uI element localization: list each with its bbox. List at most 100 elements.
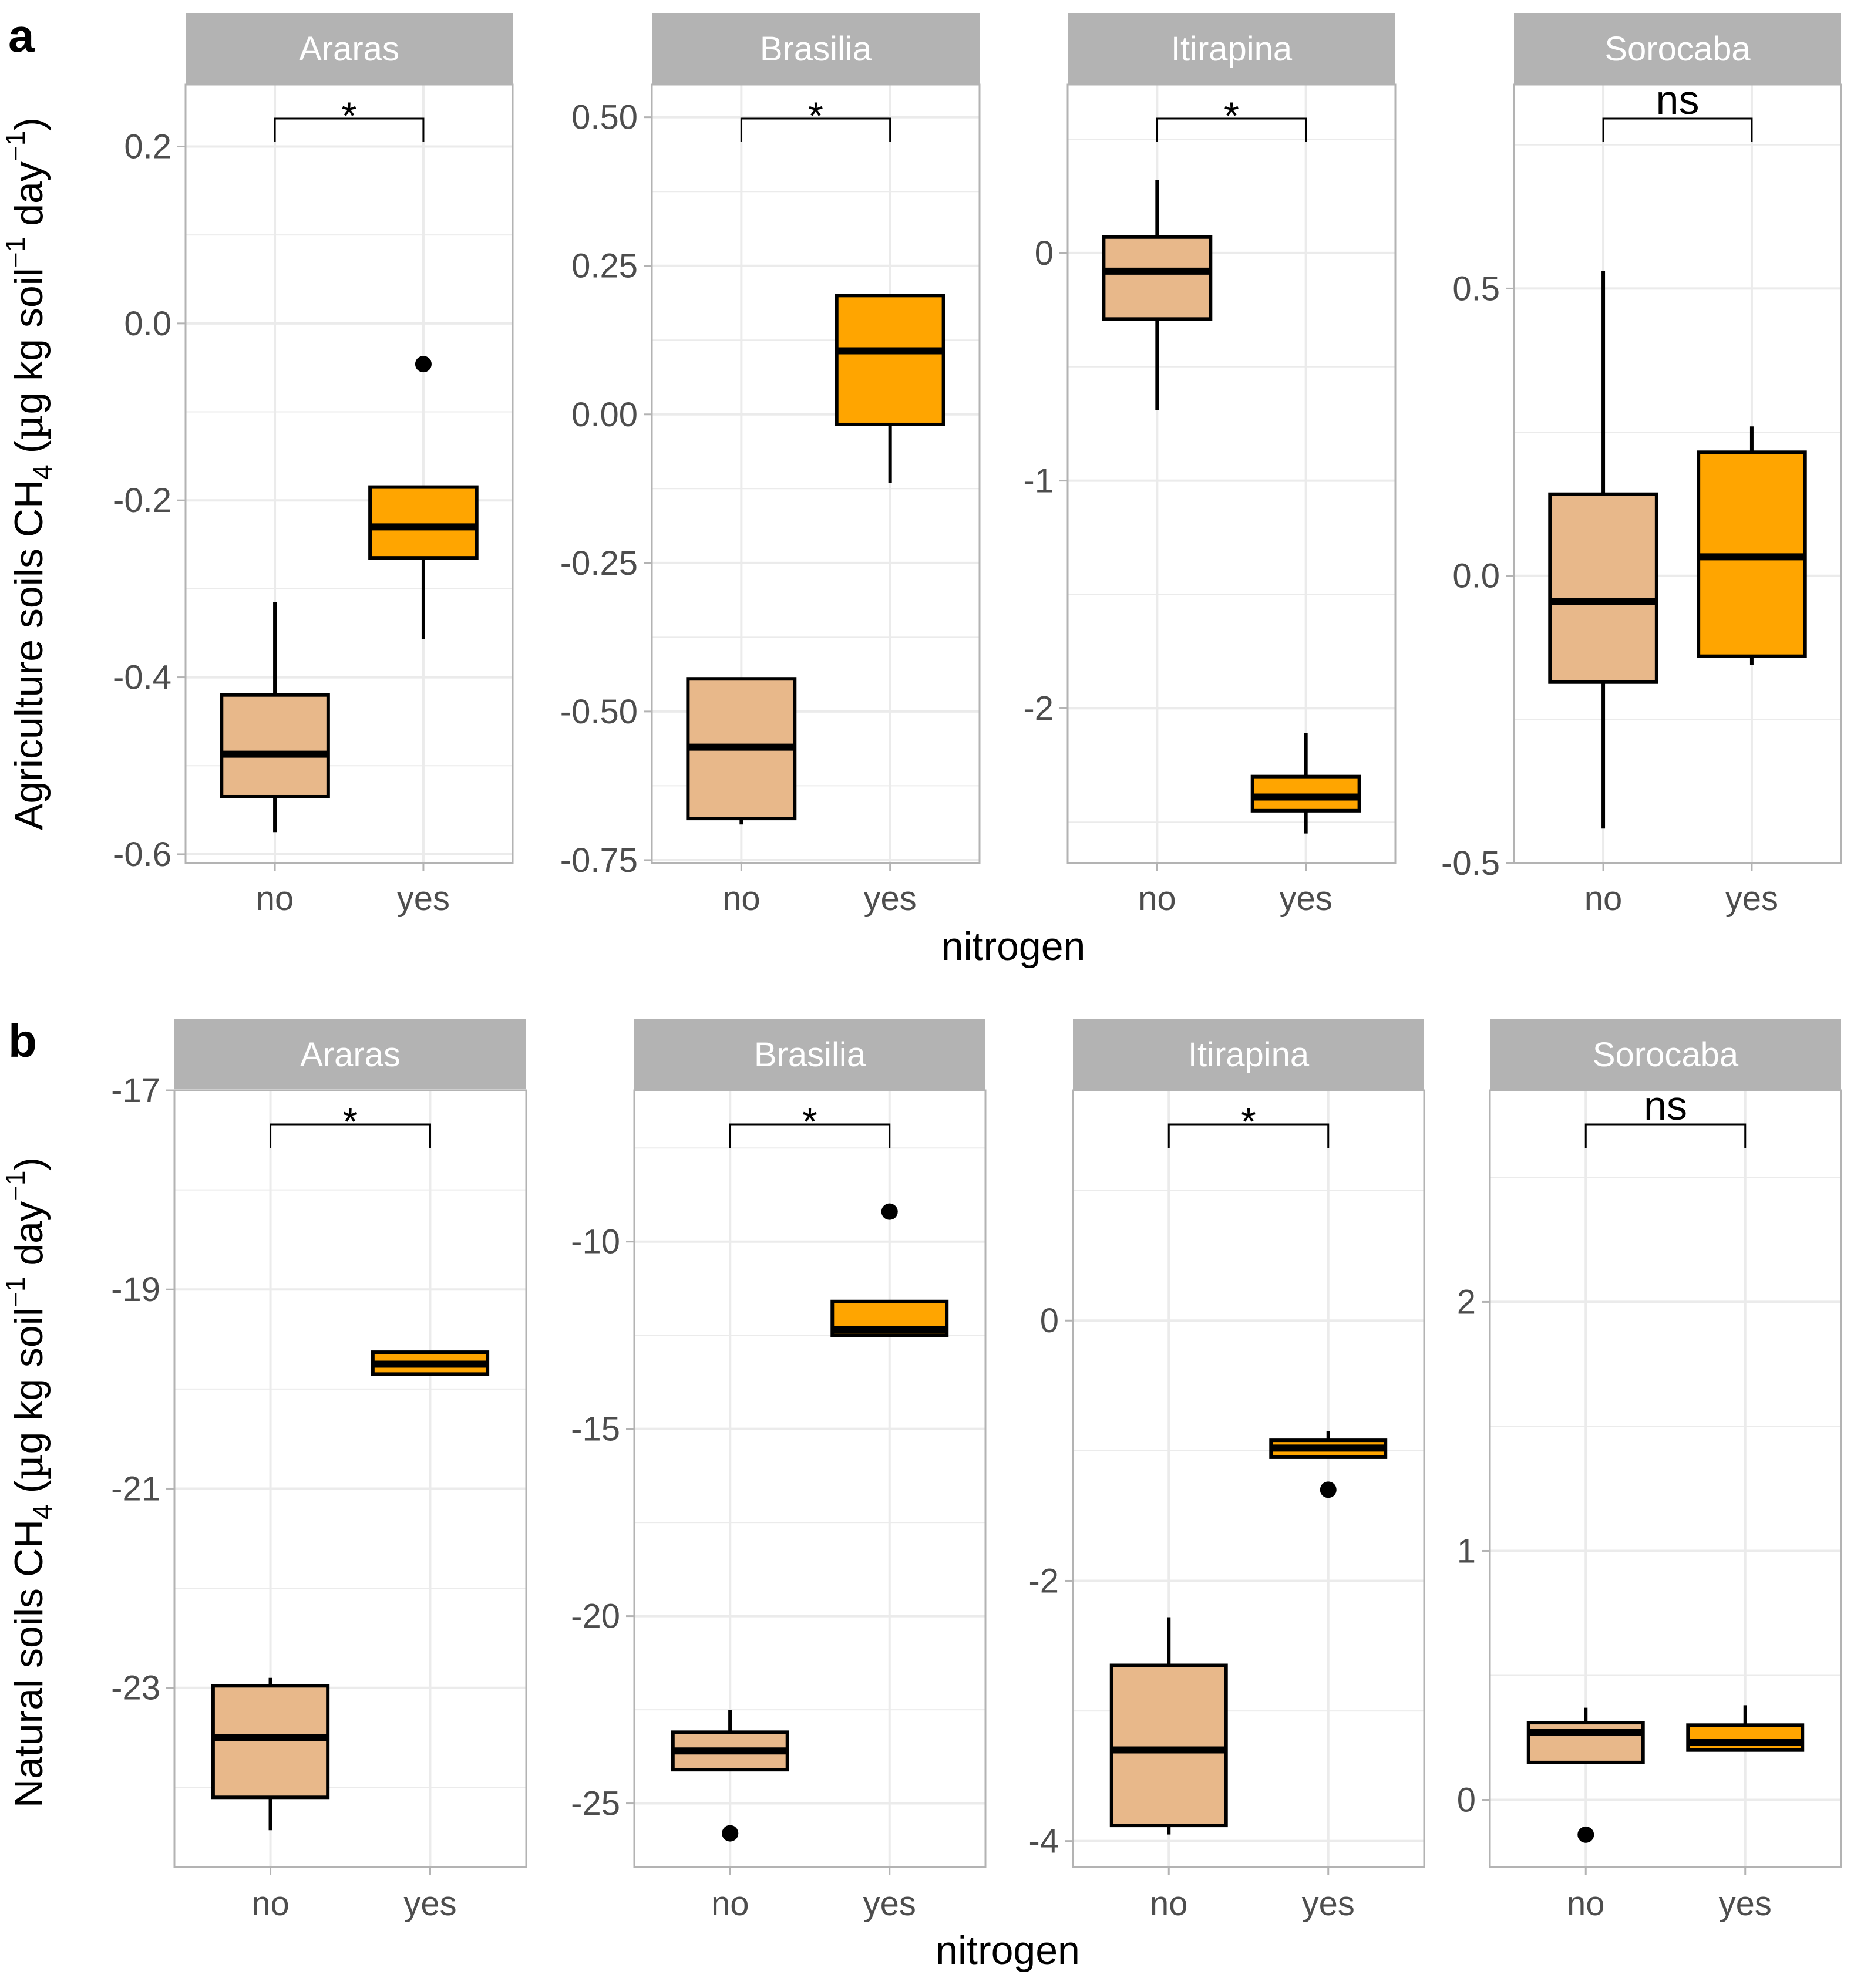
box-body xyxy=(220,693,330,798)
y-tick-label: -2 xyxy=(1023,689,1054,727)
y-tick-label: -1 xyxy=(1023,462,1054,500)
x-tick-label-yes: yes xyxy=(397,880,450,918)
bracket-line xyxy=(729,1123,891,1148)
significance-label: ns xyxy=(1656,77,1700,123)
facet-border xyxy=(651,83,981,864)
y-tick-label: 0.5 xyxy=(1452,269,1500,308)
significance-label: * xyxy=(1224,94,1239,137)
box-no xyxy=(1109,1617,1228,1835)
y-axis-title-part: −1 xyxy=(0,131,31,161)
y-axis-title-part: µ xyxy=(6,415,52,440)
y-tick-label: 0 xyxy=(1040,1302,1059,1340)
significance-label: * xyxy=(343,1100,358,1143)
x-tick-label-no: no xyxy=(256,880,294,918)
x-tick-label-yes: yes xyxy=(403,1885,456,1923)
facet-border xyxy=(1072,1089,1425,1868)
x-axis-title-b: nitrogen xyxy=(936,1928,1080,1973)
facet-a-sorocaba: Sorocaba -0.5 0.0 0.5 no yes ns xyxy=(1441,13,1842,918)
y-tick-label: -0.4 xyxy=(113,659,171,697)
facet-a-araras: Araras -0.6 -0.4 -0.2 0.0 0.2 no yes * xyxy=(113,13,514,918)
significance-bracket: ns xyxy=(1584,1083,1747,1148)
y-tick-label: -0.25 xyxy=(560,544,638,582)
box-yes xyxy=(371,1350,490,1376)
box-yes xyxy=(835,294,945,483)
y-axis-title-part: g kg soil xyxy=(6,1308,51,1454)
facet-strip xyxy=(186,13,513,85)
box-no xyxy=(1548,271,1658,829)
facet-strip xyxy=(1490,1019,1841,1090)
facet-strip xyxy=(1068,13,1395,85)
y-tick-label: -20 xyxy=(571,1598,620,1636)
significance-bracket: * xyxy=(274,94,425,142)
facet-strip xyxy=(1073,1019,1424,1090)
outlier-point xyxy=(415,356,432,373)
box-no xyxy=(211,1677,330,1831)
significance-label: * xyxy=(1241,1100,1256,1143)
facet-strip xyxy=(1514,13,1841,85)
y-axis-title-part: day xyxy=(6,1201,51,1277)
y-axis-title-part: g kg soil xyxy=(6,268,51,414)
box-yes xyxy=(830,1203,949,1337)
x-tick-label-no: no xyxy=(1567,1885,1605,1923)
x-tick-label-yes: yes xyxy=(1280,880,1333,918)
box-no xyxy=(671,1710,789,1842)
significance-bracket: * xyxy=(270,1100,431,1148)
box-body xyxy=(1548,492,1658,684)
significance-label: * xyxy=(808,94,823,137)
x-tick-label-no: no xyxy=(251,1885,290,1923)
box-yes xyxy=(368,356,479,639)
panel-a: a Agriculture soils CH4 (µg kg soil−1 day… xyxy=(0,9,1842,969)
y-axis-title-part: day xyxy=(6,161,51,237)
panel-label-a: a xyxy=(8,9,35,62)
y-tick-label: -21 xyxy=(111,1470,160,1508)
facet-a-itirapina: Itirapina -2 -1 0 no yes * xyxy=(1023,13,1397,918)
significance-bracket: * xyxy=(729,1100,891,1148)
y-tick-label: -0.5 xyxy=(1441,844,1500,882)
box-no xyxy=(1526,1707,1645,1843)
y-axis-title-part: µ xyxy=(6,1454,52,1480)
box-yes xyxy=(1686,1705,1805,1752)
box-body xyxy=(1526,1721,1645,1764)
facet-title: Araras xyxy=(299,30,399,68)
bracket-line xyxy=(740,117,891,142)
significance-bracket: * xyxy=(1156,94,1307,142)
box-no xyxy=(686,677,797,825)
y-axis-title-part: ) xyxy=(6,117,51,131)
y-axis-title-part: ( xyxy=(6,1480,51,1504)
bracket-line xyxy=(1584,1123,1747,1148)
box-yes xyxy=(1697,426,1807,665)
y-tick-label: 0.0 xyxy=(124,305,171,343)
bracket-line xyxy=(1156,117,1307,142)
box-body xyxy=(1686,1723,1805,1752)
bracket-line xyxy=(274,117,425,142)
outlier-point xyxy=(722,1825,739,1842)
facet-title: Itirapina xyxy=(1188,1036,1310,1074)
y-tick-label: -0.6 xyxy=(113,835,171,874)
box-yes xyxy=(1250,733,1361,834)
facet-border xyxy=(184,83,514,864)
panel-label-b: b xyxy=(8,1015,37,1067)
facet-title: Brasilia xyxy=(754,1036,866,1074)
facet-strip xyxy=(634,1019,985,1090)
facet-border xyxy=(1513,83,1842,864)
box-body xyxy=(211,1684,330,1800)
y-tick-label: 0 xyxy=(1035,234,1054,272)
significance-bracket: * xyxy=(740,94,891,142)
facet-strip xyxy=(174,1019,526,1090)
facet-b-sorocaba: Sorocaba 0 1 2 no yes ns xyxy=(1457,1019,1842,1923)
y-tick-label: -2 xyxy=(1028,1562,1059,1600)
y-tick-label: -25 xyxy=(571,1785,620,1823)
y-tick-label: -10 xyxy=(571,1223,620,1261)
facet-strip xyxy=(652,13,980,85)
y-axis-title-part: −1 xyxy=(0,237,31,268)
y-tick-label: 0.50 xyxy=(571,99,638,137)
y-axis-title-part: Agriculture soils CH xyxy=(6,480,51,830)
x-tick-label-no: no xyxy=(722,880,761,918)
x-tick-label-yes: yes xyxy=(863,1885,916,1923)
x-tick-label-yes: yes xyxy=(1302,1885,1355,1923)
significance-bracket: * xyxy=(1167,1100,1330,1148)
box-body xyxy=(835,294,945,426)
y-axis-title-a: Agriculture soils CH4 (µg kg soil−1 day−… xyxy=(0,117,58,830)
facet-title: Sorocaba xyxy=(1604,30,1751,68)
